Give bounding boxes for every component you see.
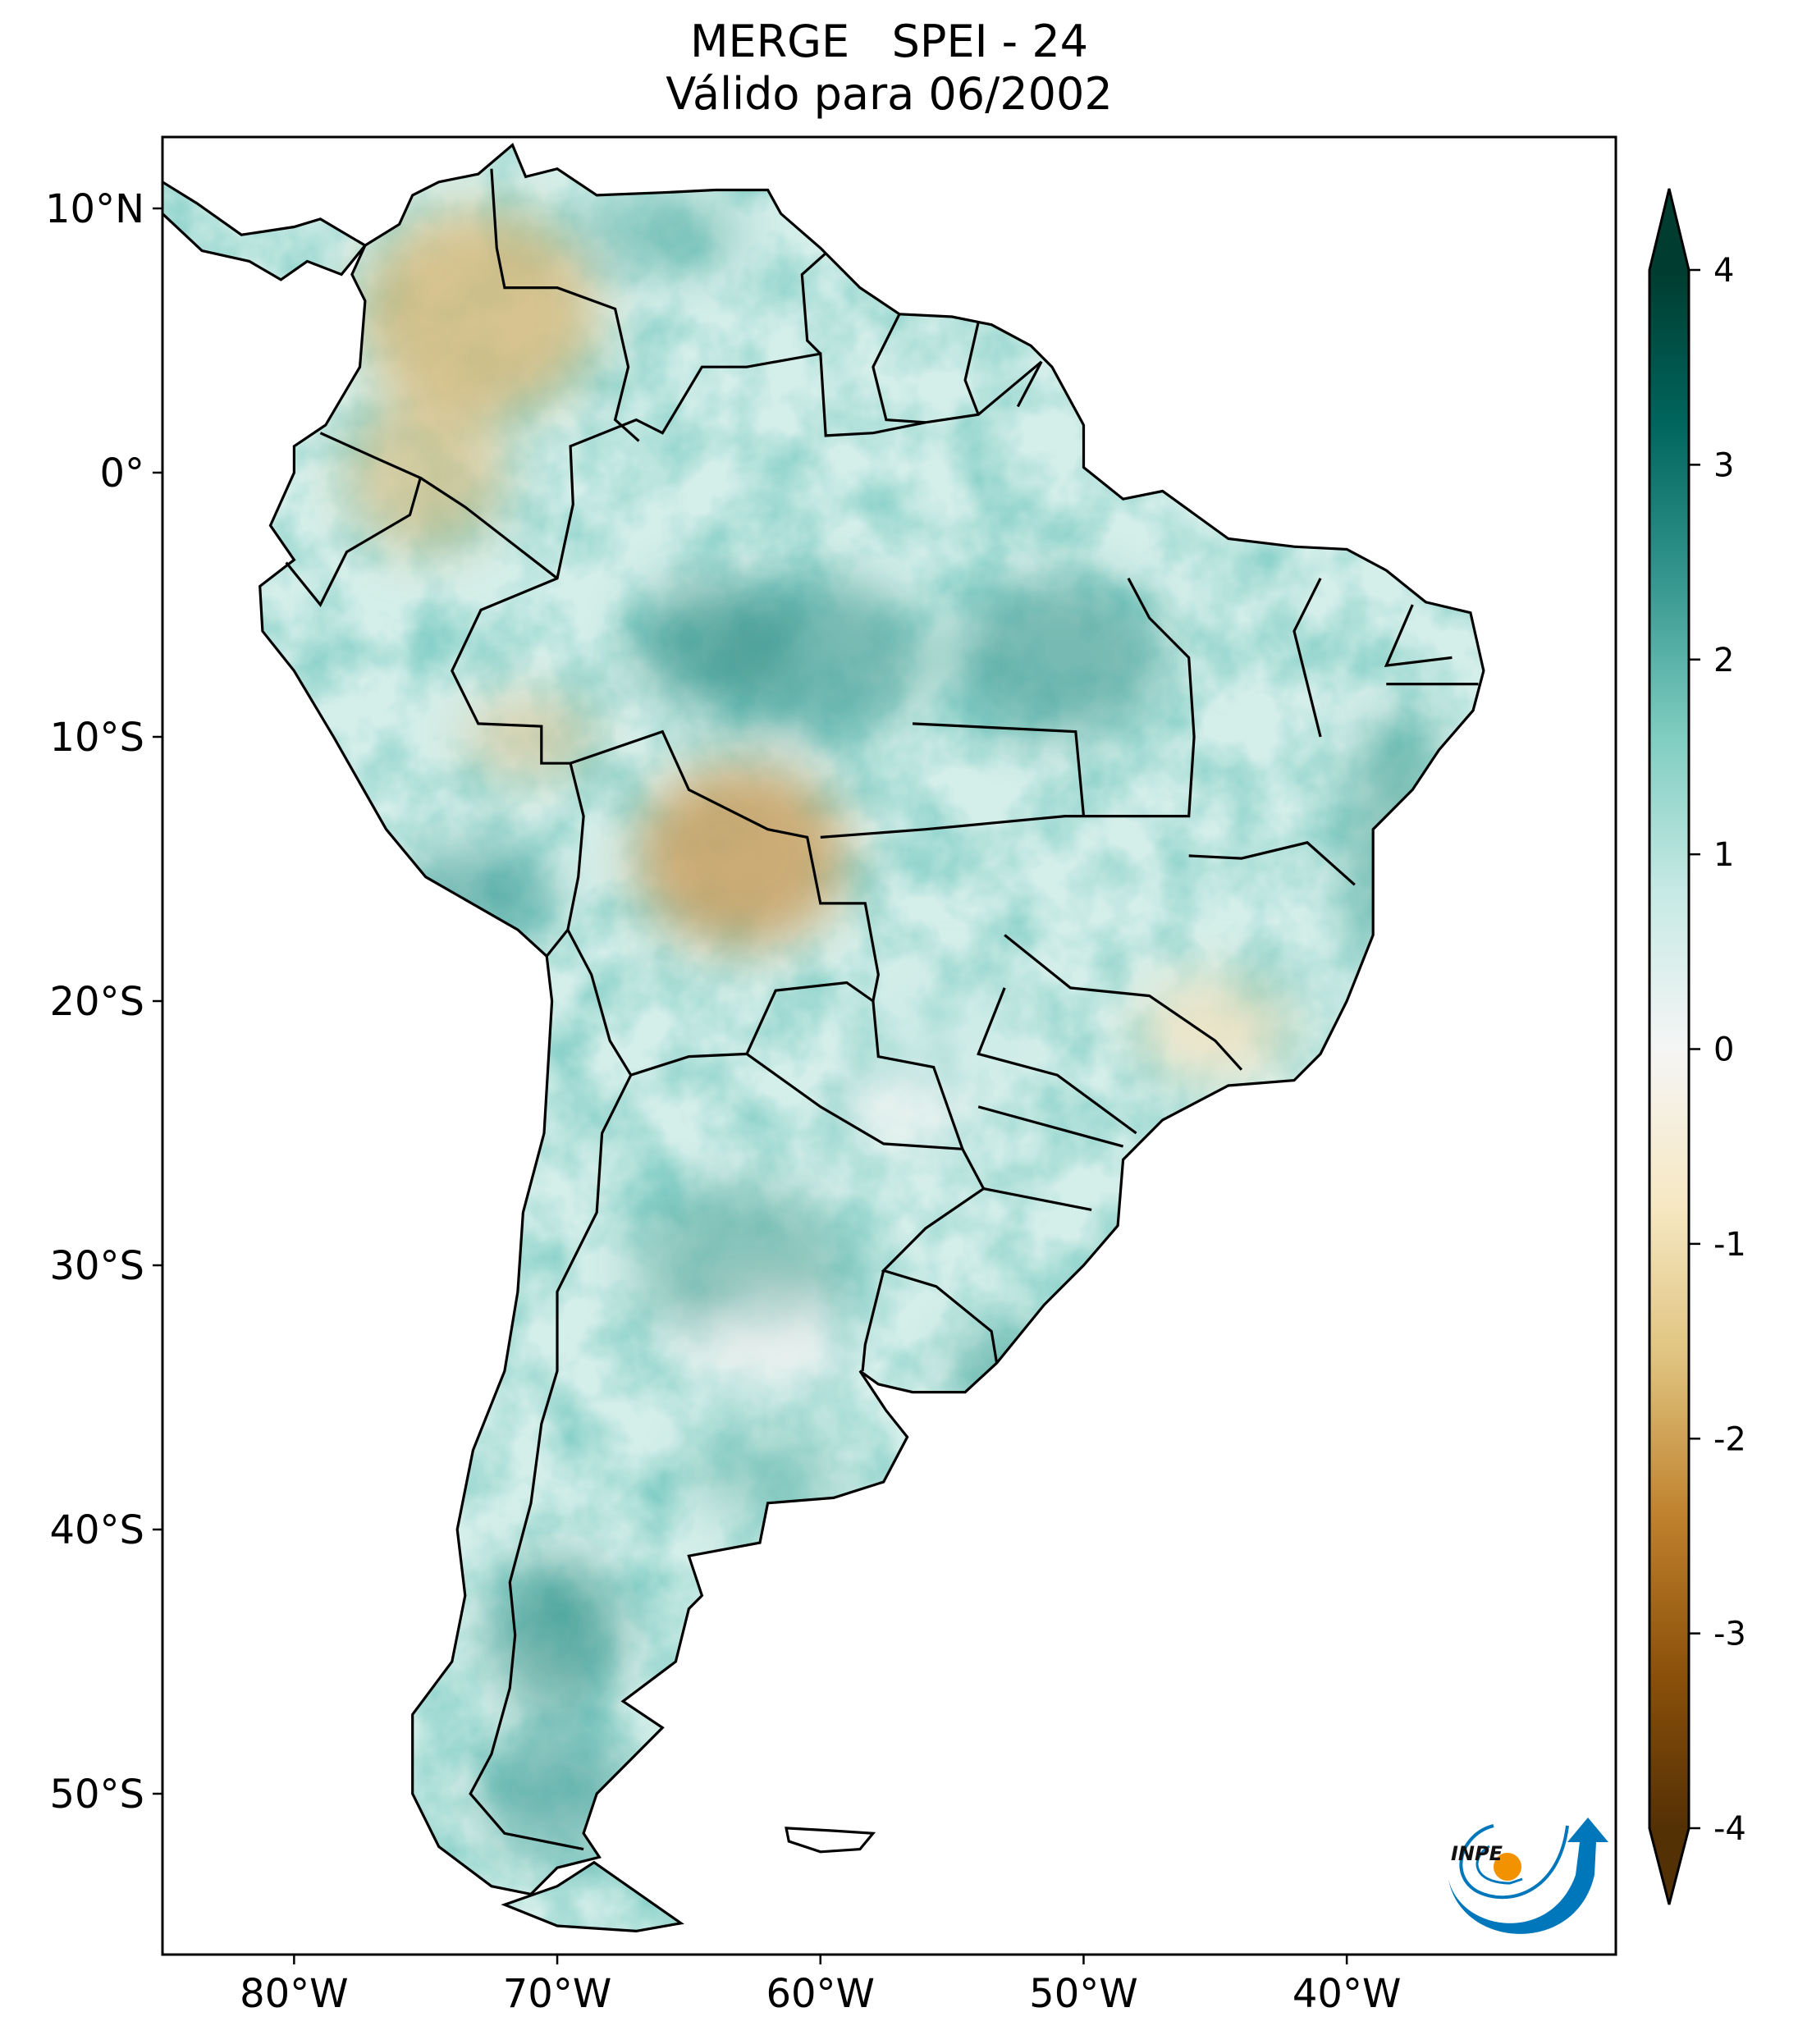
colorbar-extend-min bbox=[1649, 1828, 1689, 1905]
spei-anomaly-patch bbox=[583, 195, 742, 275]
spei-anomaly-patch bbox=[833, 1067, 965, 1146]
title-line2: Válido para 06/2002 bbox=[666, 68, 1113, 120]
country-border bbox=[285, 432, 423, 607]
country-border bbox=[861, 1270, 885, 1371]
country-border bbox=[800, 252, 827, 355]
country-border bbox=[963, 322, 980, 415]
spei-anomaly-patch bbox=[873, 975, 1032, 1081]
lat-tick-label: 10°S bbox=[49, 715, 144, 761]
spei-anomaly-patch bbox=[952, 1331, 1058, 1411]
spei-anomaly-patch bbox=[492, 1556, 624, 1714]
map-frame bbox=[161, 135, 1617, 1956]
country-border bbox=[566, 929, 874, 1077]
spei-anomaly-patch bbox=[399, 843, 557, 949]
lat-tick-label: 50°S bbox=[49, 1772, 144, 1818]
spei-anomaly-patch bbox=[636, 763, 847, 948]
logo-text: INPE bbox=[1451, 1842, 1503, 1865]
spei-field bbox=[162, 144, 1484, 1932]
colorbar-tick-label: 0 bbox=[1713, 1031, 1734, 1069]
colorbar-tick-label: -2 bbox=[1713, 1420, 1746, 1458]
spei-anomaly-patch bbox=[636, 1187, 847, 1344]
country-border bbox=[1292, 578, 1322, 738]
country-border bbox=[1004, 934, 1243, 1071]
spei-anomaly-patch bbox=[636, 578, 794, 711]
spei-anomaly-patch bbox=[689, 1437, 847, 1516]
colorbar-tick-label: -1 bbox=[1713, 1226, 1746, 1264]
lat-tick-label: 0° bbox=[99, 450, 144, 496]
lat-tick-label: 40°S bbox=[49, 1507, 144, 1553]
colorbar: 4 3 2 1 0 -1 -2 -3 -4 bbox=[1648, 188, 1746, 1905]
coastline bbox=[162, 181, 368, 281]
country-border bbox=[469, 1074, 633, 1851]
country-border bbox=[977, 1105, 1124, 1148]
country-border bbox=[419, 477, 558, 580]
spei-anomaly-patch bbox=[478, 1728, 637, 1859]
country-border bbox=[912, 722, 1086, 816]
colorbar-tick-label: 1 bbox=[1713, 836, 1734, 874]
inpe-logo: INPE bbox=[1448, 1818, 1608, 1934]
coastline bbox=[501, 1860, 684, 1933]
spei-anomaly-patch bbox=[689, 1305, 847, 1384]
country-border bbox=[1188, 841, 1356, 886]
spei-anomaly-patch bbox=[1136, 975, 1294, 1081]
country-borders bbox=[162, 143, 1485, 1933]
lat-tick-label: 30°S bbox=[49, 1243, 144, 1289]
coastline bbox=[785, 1827, 876, 1854]
lon-tick-label: 60°W bbox=[766, 1971, 875, 2017]
country-border bbox=[820, 578, 1196, 839]
spei-anomaly-patch bbox=[1347, 711, 1453, 974]
colorbar-tick-label: 4 bbox=[1713, 252, 1734, 290]
lat-tick-label: 20°S bbox=[49, 979, 144, 1025]
lon-tick-label: 80°W bbox=[240, 1971, 349, 2017]
country-border bbox=[451, 352, 1043, 1364]
country-border bbox=[977, 987, 1137, 1135]
lon-tick-label: 70°W bbox=[503, 1971, 612, 2017]
colorbar-gradient bbox=[1649, 270, 1689, 1828]
country-border bbox=[1384, 604, 1453, 668]
country-border bbox=[746, 1053, 963, 1150]
country-border bbox=[490, 168, 640, 442]
colorbar-tick-label: -3 bbox=[1713, 1616, 1746, 1653]
country-border bbox=[872, 313, 926, 424]
lon-tick-label: 50°W bbox=[1029, 1971, 1138, 2017]
colorbar-extend-max bbox=[1649, 189, 1689, 270]
spei-anomaly-patch bbox=[346, 394, 505, 551]
title-line1: MERGE SPEI - 24 bbox=[689, 16, 1089, 67]
country-border bbox=[1016, 361, 1043, 408]
colorbar-tick-label: 2 bbox=[1713, 642, 1734, 679]
lon-tick-label: 40°W bbox=[1292, 1971, 1402, 2017]
spei-anomaly-patch bbox=[952, 578, 1163, 737]
colorbar-tick-label: -4 bbox=[1713, 1810, 1746, 1848]
colorbar-tick-label: 3 bbox=[1713, 446, 1734, 484]
country-border bbox=[545, 762, 585, 958]
country-border bbox=[983, 1187, 1092, 1211]
spei-anomaly-patch bbox=[359, 208, 597, 419]
spei-anomaly-patch bbox=[464, 697, 597, 776]
lat-tick-label: 10°N bbox=[45, 186, 144, 232]
